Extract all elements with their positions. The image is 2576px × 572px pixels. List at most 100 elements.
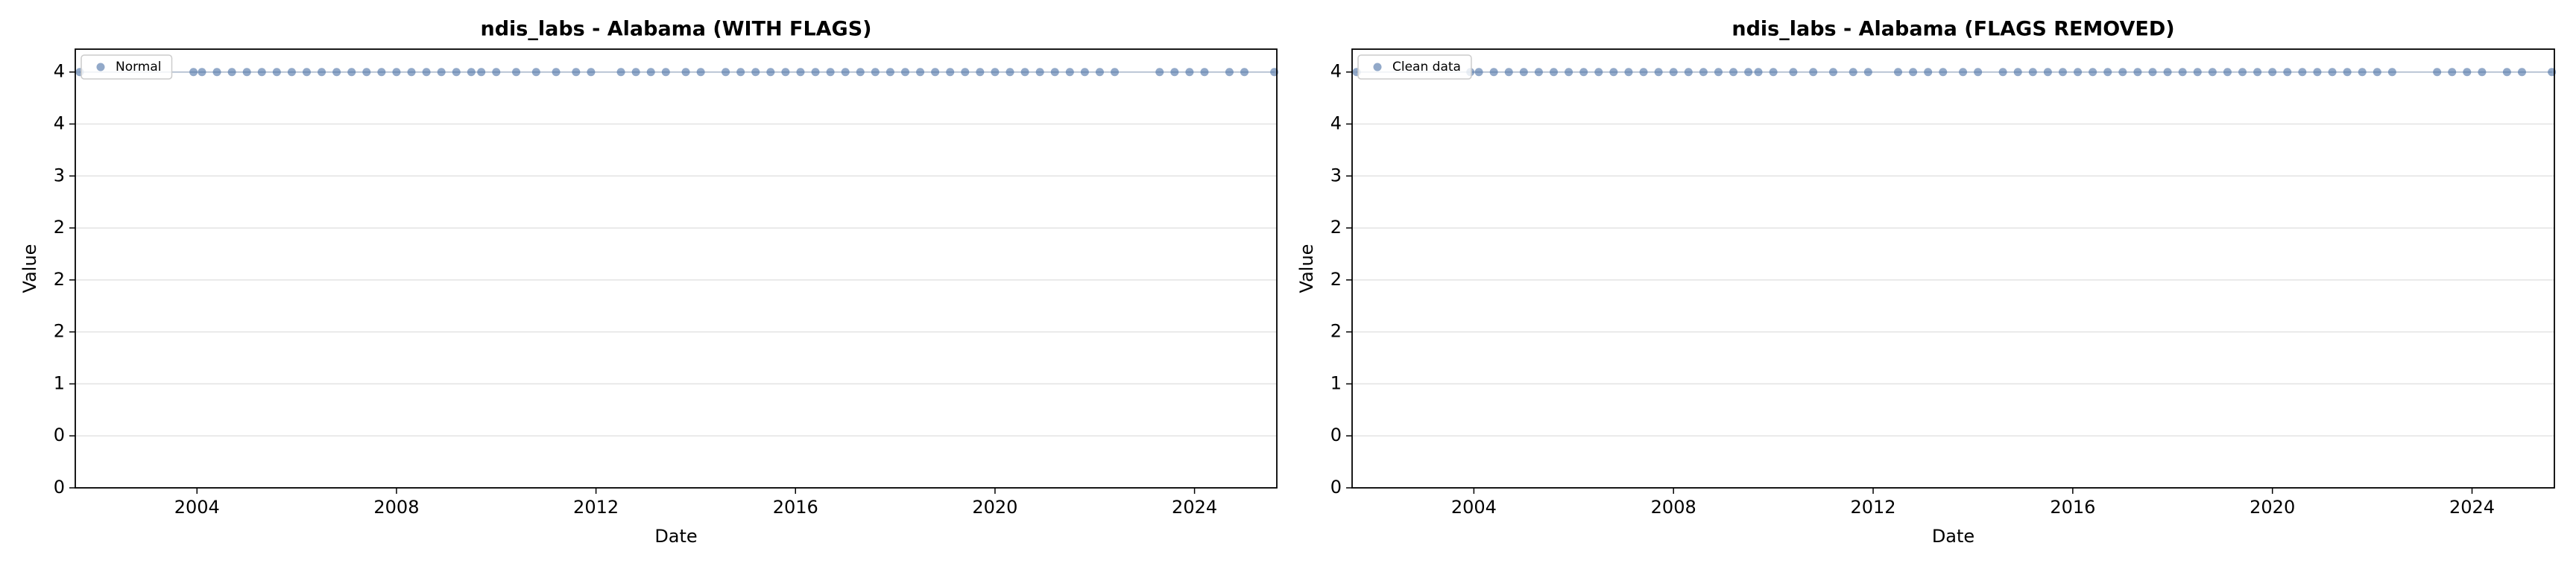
point (1654, 68, 1663, 77)
point (2058, 68, 2067, 77)
point (2148, 68, 2157, 77)
point (886, 68, 894, 77)
point (2238, 68, 2247, 77)
point (2178, 68, 2187, 77)
y-tick-label: 0 (54, 425, 65, 445)
point (2283, 68, 2292, 77)
point (796, 68, 805, 77)
point (362, 68, 371, 77)
point (1809, 68, 1818, 77)
y-axis-label: Value (1296, 244, 1317, 293)
x-tick-label: 2012 (573, 497, 619, 518)
point (681, 68, 690, 77)
point (1939, 68, 1948, 77)
point (646, 68, 655, 77)
point (318, 68, 326, 77)
point (347, 68, 356, 77)
point (332, 68, 341, 77)
point (1744, 68, 1753, 77)
x-tick-label: 2020 (2250, 497, 2295, 518)
point (2133, 68, 2142, 77)
point (227, 68, 236, 77)
y-tick-label: 2 (54, 269, 65, 290)
point (1240, 68, 1249, 77)
point (2387, 68, 2396, 77)
y-tick-label: 2 (54, 217, 65, 238)
point (512, 68, 521, 77)
point (287, 68, 296, 77)
point (2502, 68, 2511, 77)
point (1225, 68, 1234, 77)
x-tick-label: 2012 (1850, 497, 1895, 518)
x-tick-label: 2016 (773, 497, 818, 518)
point (437, 68, 446, 77)
point (1828, 68, 1837, 77)
point (1754, 68, 1763, 77)
point (1849, 68, 1857, 77)
x-axis-label: Date (1932, 526, 1974, 547)
y-tick-label: 1 (1330, 372, 1342, 393)
y-tick-label: 4 (1330, 61, 1342, 82)
point (1504, 68, 1513, 77)
y-tick-label: 2 (1330, 321, 1342, 342)
point (1170, 68, 1179, 77)
point (696, 68, 705, 77)
x-tick-label: 2008 (1651, 497, 1696, 518)
point (1185, 68, 1194, 77)
point (931, 68, 940, 77)
point (1489, 68, 1498, 77)
point (1699, 68, 1708, 77)
point (1729, 68, 1738, 77)
point (1200, 68, 1209, 77)
legend: Normal (80, 54, 173, 80)
x-tick-label: 2020 (972, 497, 1017, 518)
point (2013, 68, 2022, 77)
point (467, 68, 476, 77)
point (1565, 68, 1573, 77)
y-tick-label: 4 (54, 112, 65, 133)
point (1894, 68, 1903, 77)
point (2223, 68, 2232, 77)
point (1579, 68, 1588, 77)
point (1959, 68, 1968, 77)
point (736, 68, 745, 77)
point (552, 68, 561, 77)
point (302, 68, 311, 77)
point (2358, 68, 2367, 77)
point (1863, 68, 1872, 77)
point (1035, 68, 1044, 77)
point (1111, 68, 1120, 77)
point (2448, 68, 2457, 77)
point (1789, 68, 1798, 77)
point (2328, 68, 2337, 77)
y-tick-label: 2 (1330, 269, 1342, 290)
plot-frame (75, 48, 1278, 489)
point (452, 68, 461, 77)
point (991, 68, 1000, 77)
point (1006, 68, 1014, 77)
point (407, 68, 416, 77)
y-tick-label: 1 (54, 372, 65, 393)
point (2433, 68, 2442, 77)
legend: Clean data (1357, 54, 1472, 80)
point (766, 68, 775, 77)
point (572, 68, 581, 77)
x-axis-label: Date (654, 526, 697, 547)
point (2043, 68, 2052, 77)
point (2373, 68, 2381, 77)
y-tick-label: 4 (1330, 112, 1342, 133)
legend-box (80, 54, 173, 80)
point (2163, 68, 2172, 77)
point (272, 68, 281, 77)
legend-label: Normal (116, 60, 162, 74)
point (2343, 68, 2352, 77)
point (1080, 68, 1089, 77)
point (946, 68, 955, 77)
point (2253, 68, 2262, 77)
point (587, 68, 596, 77)
point (1474, 68, 1483, 77)
point (826, 68, 835, 77)
point (492, 68, 501, 77)
y-tick-label: 3 (54, 165, 65, 185)
point (871, 68, 880, 77)
